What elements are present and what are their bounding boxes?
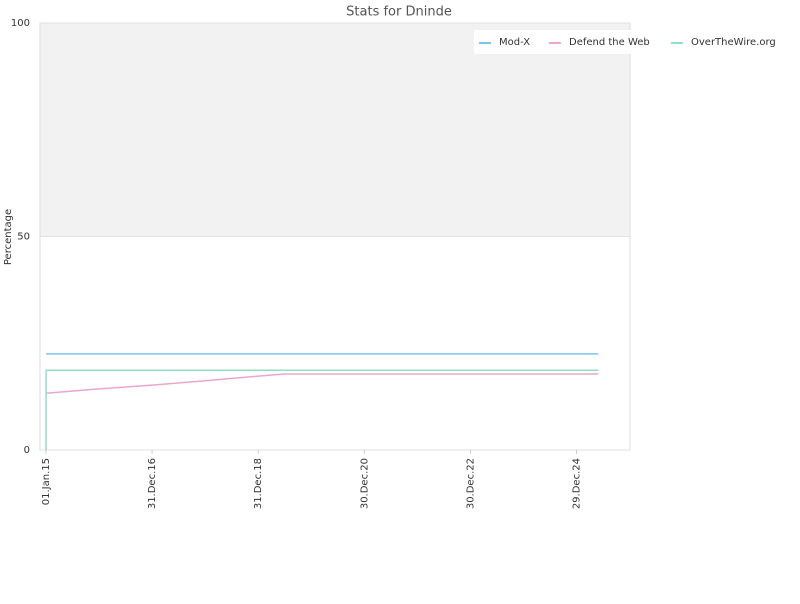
legend-label: Mod-X [499,37,530,48]
legend-label: OverTheWire.org [691,37,776,48]
x-tick-label: 30.Dec.22 [465,458,476,509]
x-tick-label: 31.Dec.16 [147,458,158,509]
y-tick-label: 50 [17,232,30,243]
line [45,369,599,451]
chart-title: Stats for Dninde [346,5,452,20]
y-tick-label: 0 [24,445,30,456]
x-tick-label: 31.Dec.18 [253,458,264,509]
x-tick-label: 01.Jan.15 [41,458,52,505]
x-tick-label: 29.Dec.24 [572,458,583,509]
legend-label: Defend the Web [569,37,650,48]
line [45,373,599,394]
y-axis-label: Percentage [3,209,14,265]
legend-box [474,30,784,54]
x-tick-label: 30.Dec.20 [359,458,370,509]
shaded-band [40,23,630,237]
y-tick-label: 100 [11,18,30,29]
